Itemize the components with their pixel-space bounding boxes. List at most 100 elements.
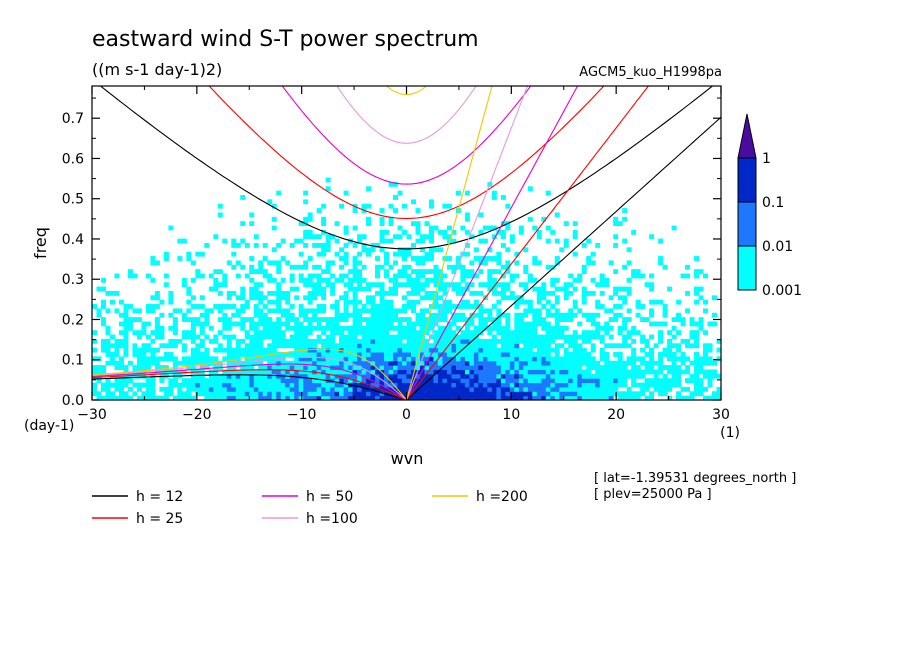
power-cell <box>276 360 282 366</box>
power-cell <box>406 299 412 305</box>
power-cell <box>455 256 461 261</box>
power-cell <box>554 386 560 392</box>
power-cell <box>312 391 318 397</box>
power-cell <box>617 378 623 384</box>
power-cell <box>393 356 399 362</box>
power-cell <box>96 356 102 362</box>
power-cell <box>249 347 255 353</box>
power-cell <box>213 386 219 392</box>
power-cell <box>523 343 529 349</box>
power-cell <box>581 264 587 270</box>
power-cell <box>163 282 169 288</box>
power-cell <box>712 312 717 318</box>
power-cell <box>109 395 115 400</box>
power-cell <box>505 373 511 379</box>
power-cell <box>244 243 250 248</box>
power-cell <box>694 373 700 379</box>
power-cell <box>213 378 219 384</box>
power-cell <box>249 386 255 392</box>
power-cell <box>455 338 461 344</box>
power-cell <box>626 277 632 283</box>
power-cell <box>658 334 664 340</box>
power-cell <box>330 282 336 288</box>
power-cell <box>577 352 583 357</box>
power-cell <box>590 343 596 349</box>
power-cell <box>379 282 385 288</box>
power-cell <box>437 356 443 362</box>
power-cell <box>527 304 533 309</box>
power-cell <box>172 369 178 375</box>
power-cell <box>303 325 309 331</box>
power-cell <box>397 330 403 336</box>
power-cell <box>127 360 133 366</box>
power-cell <box>195 347 201 353</box>
power-cell <box>622 317 628 322</box>
power-cell <box>676 395 682 400</box>
power-cell <box>136 330 142 336</box>
power-cell <box>554 260 560 266</box>
power-cell <box>199 356 205 362</box>
power-cell <box>258 338 264 344</box>
power-cell <box>536 299 542 305</box>
power-cell <box>482 356 488 362</box>
power-cell <box>550 277 556 283</box>
power-cell <box>321 229 327 235</box>
power-cell <box>509 356 515 362</box>
power-cell <box>442 352 448 357</box>
power-cell <box>190 295 196 301</box>
power-cell <box>289 286 295 292</box>
power-cell <box>231 251 237 257</box>
power-cell <box>132 308 138 314</box>
power-cell <box>532 312 538 318</box>
power-cell <box>100 386 106 392</box>
power-cell <box>357 317 363 322</box>
colorbar-swatch <box>737 157 757 203</box>
power-cell <box>231 238 237 244</box>
power-cell <box>163 391 169 397</box>
power-cell <box>424 356 430 362</box>
power-cell <box>253 243 259 248</box>
power-cell <box>325 177 331 183</box>
power-cell <box>514 334 520 340</box>
power-cell <box>518 352 524 357</box>
power-cell <box>276 330 282 336</box>
power-cell <box>446 308 452 314</box>
power-cell <box>523 299 529 305</box>
power-cell <box>523 308 529 314</box>
power-cell <box>190 360 196 366</box>
power-cell <box>586 330 592 336</box>
power-cell <box>145 308 151 314</box>
power-cell <box>154 395 160 400</box>
power-cell <box>442 334 448 340</box>
power-cell <box>455 190 461 196</box>
power-cell <box>406 378 412 384</box>
power-cell <box>649 321 655 327</box>
power-cell <box>204 391 210 397</box>
power-cell <box>321 395 327 400</box>
power-cell <box>123 352 129 357</box>
power-cell <box>267 386 273 392</box>
power-cell <box>393 286 399 292</box>
power-cell <box>424 251 430 257</box>
power-cell <box>572 352 578 357</box>
power-cell <box>419 365 425 370</box>
power-cell <box>366 352 372 357</box>
power-cell <box>388 360 394 366</box>
power-cell <box>127 269 133 275</box>
power-cell <box>393 312 399 318</box>
power-cell <box>334 378 340 384</box>
power-cell <box>312 234 318 240</box>
power-cell <box>559 325 565 331</box>
power-cell <box>451 321 457 327</box>
power-cell <box>370 321 376 327</box>
power-cell <box>253 352 259 357</box>
power-cell <box>433 395 439 400</box>
power-cell <box>96 391 102 397</box>
power-cell <box>514 317 520 322</box>
power-cell <box>379 308 385 314</box>
power-cell <box>406 277 412 283</box>
power-cell <box>244 356 250 362</box>
power-cell <box>428 277 434 283</box>
power-cell <box>550 330 556 336</box>
power-cell <box>460 269 466 275</box>
